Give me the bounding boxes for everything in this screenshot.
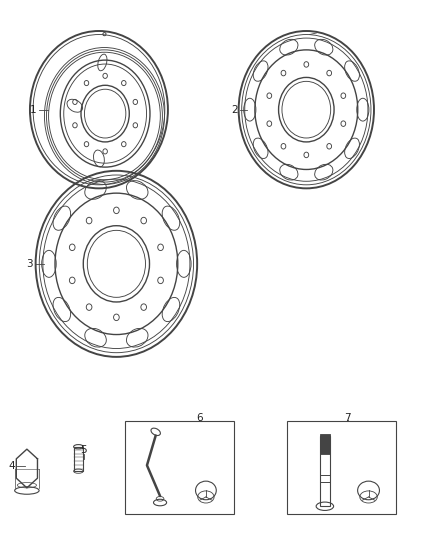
Text: 3: 3 (26, 259, 32, 269)
Bar (320, 434, 330, 454)
Bar (74, 447, 83, 471)
Bar (320, 437, 330, 506)
Bar (125, 421, 234, 514)
Bar (287, 421, 396, 514)
Text: 4: 4 (8, 461, 15, 471)
Text: 6: 6 (196, 413, 203, 423)
Text: 5: 5 (80, 445, 87, 455)
Text: 2: 2 (231, 104, 237, 115)
Text: 7: 7 (345, 413, 351, 423)
Text: 1: 1 (30, 104, 37, 115)
